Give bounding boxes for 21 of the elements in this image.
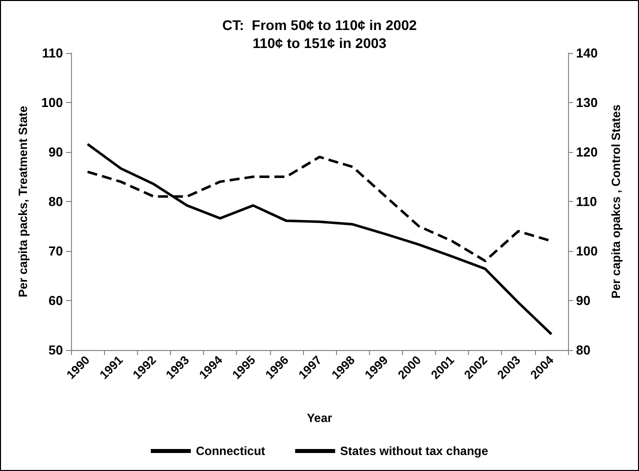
y2-tick-label: 120 xyxy=(576,144,598,160)
y-axis-title: Per capita packs, Treatment State xyxy=(16,105,30,298)
y2-tick-label: 110 xyxy=(576,194,597,209)
y2-tick-label: 100 xyxy=(576,244,598,258)
y2-tick-label: 130 xyxy=(576,95,598,110)
y-tick-label: 110 xyxy=(42,46,63,60)
line-series xyxy=(86,142,553,336)
y2-tick-label: 90 xyxy=(576,293,590,308)
legend-label: States without tax change xyxy=(340,444,489,458)
y-tick-label: 100 xyxy=(41,95,63,110)
y2-axis-title: Per capita opakcs , Control States xyxy=(609,104,623,299)
y-tick-label: 90 xyxy=(48,144,63,160)
legend-label: Connecticut xyxy=(196,444,266,458)
y-tick-label: 80 xyxy=(48,194,63,209)
y-tick-label: 50 xyxy=(48,342,63,358)
chart-title: CT: From 50¢ to 110¢ in 2002 110¢ to 151¢ in 2003 xyxy=(222,17,417,51)
x-axis-title: Year xyxy=(306,411,333,425)
y-tick-label: 70 xyxy=(48,244,63,258)
y2-tick-label: 140 xyxy=(576,46,598,60)
y2-tick-label: 80 xyxy=(576,342,590,358)
y-tick-label: 60 xyxy=(48,293,63,308)
